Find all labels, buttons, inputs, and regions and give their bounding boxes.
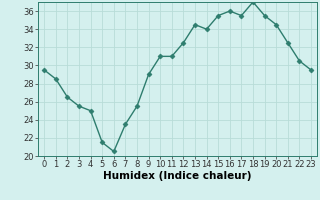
X-axis label: Humidex (Indice chaleur): Humidex (Indice chaleur) — [103, 171, 252, 181]
